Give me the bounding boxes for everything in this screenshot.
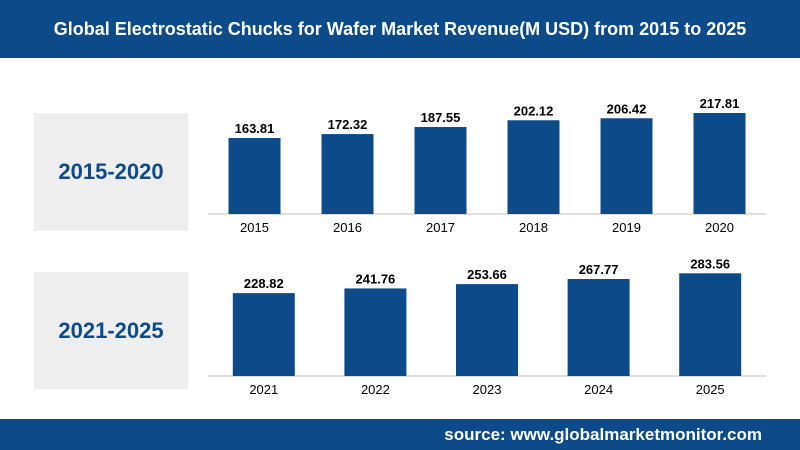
data-label-2018: 202.12 [514,103,554,118]
x-tick-label-2021: 2021 [249,382,278,397]
data-label-2016: 172.32 [328,117,368,132]
bar-2022 [344,288,407,376]
period-label-2015-2020: 2015-2020 [58,159,164,184]
data-label-2025: 283.56 [690,256,730,271]
period-label-box-2: 2021-2025 [34,272,188,389]
bar-2017 [414,127,467,214]
bar-2016 [321,134,374,214]
x-tick-label-2018: 2018 [519,220,548,235]
data-label-2019: 206.42 [607,101,647,116]
data-label-2017: 187.55 [421,110,461,125]
x-tick-label-2023: 2023 [473,382,502,397]
source-text: source: www.globalmarketmonitor.com [444,424,762,444]
x-tick-label-2022: 2022 [361,382,390,397]
bar-2024 [567,279,630,376]
bar-2025 [679,273,742,376]
period-label-2021-2025: 2021-2025 [58,317,164,343]
bar-2020 [693,112,746,214]
source-footer: source: www.globalmarketmonitor.com [0,419,800,450]
chart-title-bar: Global Electrostatic Chucks for Wafer Ma… [0,0,800,58]
bar-2015 [228,138,281,214]
data-label-2024: 267.77 [579,262,619,277]
x-tick-label-2015: 2015 [240,220,269,235]
bar-2019 [600,118,653,214]
data-label-2020: 217.81 [700,96,740,111]
x-tick-label-2025: 2025 [696,382,725,397]
data-label-2022: 241.76 [356,271,396,286]
x-tick-label-2019: 2019 [612,220,641,235]
data-label-2023: 253.66 [467,267,507,282]
x-tick-label-2020: 2020 [705,220,734,235]
bar-2018 [507,120,560,214]
chart-title: Global Electrostatic Chucks for Wafer Ma… [53,18,747,39]
data-label-2015: 163.81 [235,121,275,136]
x-tick-label-2024: 2024 [584,382,613,397]
x-tick-label-2016: 2016 [333,220,362,235]
bar-2021 [232,293,295,376]
data-label-2021: 228.82 [244,276,284,291]
x-tick-label-2017: 2017 [426,220,455,235]
bar-2023 [456,284,518,376]
period-label-box-1: 2015-2020 [34,113,188,231]
